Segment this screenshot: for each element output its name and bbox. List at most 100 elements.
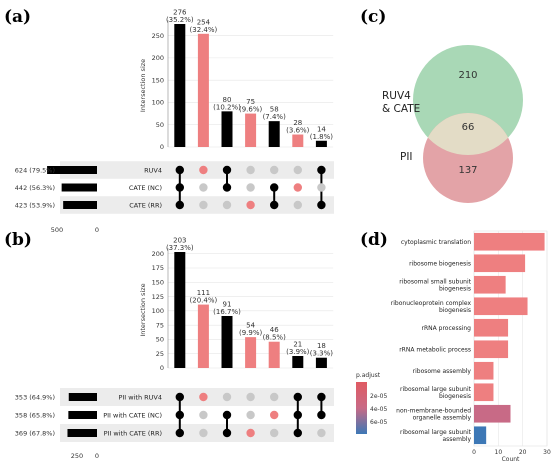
intersection-bar [197,33,209,147]
matrix-dot-active [317,410,326,420]
matrix-dot-active [222,410,232,420]
y-tick-label: 150 [152,76,164,84]
matrix-dot-inactive [246,410,255,420]
x-tick-label: 30 [543,449,551,456]
matrix-dot-inactive [270,428,279,438]
go-term-label: ribosomal large subunit [400,386,472,393]
go-term-label: biogenesis [439,307,471,314]
set-size-bar [61,183,97,192]
set-name-label: CATE (NC) [129,184,162,192]
x-tick-label: 20 [519,449,527,456]
matrix-dot-inactive [199,183,208,192]
x-axis-title: Count [502,456,520,461]
go-term-label: ribosomal small subunit [399,278,471,285]
panel-label-a: (a) [4,7,31,27]
bar-percent-label: (35.2%) [166,16,194,24]
bar-percent-label: (3.9%) [286,348,310,356]
go-term-label: ribosome biogenesis [409,260,471,267]
set-axis-tick: 500 [51,226,63,234]
panel-label-b: (b) [4,230,32,250]
set-name-label: CATE (RR) [129,201,162,209]
bar-count-label: 276 [173,9,187,17]
set-size-bar [67,429,97,437]
set-name-label: PII with CATE (NC) [103,411,162,419]
bar-count-label: 14 [317,125,326,133]
bar-count-label: 28 [293,119,302,127]
y-axis-title: Intersection size [139,283,147,336]
venn-set-label-first: RUV4 [382,90,411,102]
matrix-dot-inactive [199,200,208,210]
bar-percent-label: (3.3%) [310,350,334,358]
venn-count-overlap: 66 [462,122,475,133]
matrix-dot-active [175,165,184,175]
go-term-label: biogenesis [439,285,471,292]
y-axis-title: Intersection size [139,59,147,112]
matrix-dot-active [270,410,279,420]
matrix-dot-active [270,200,279,210]
bar-count-label: 91 [223,301,232,309]
matrix-dot-active [199,392,208,402]
y-tick-label: 25 [156,350,164,358]
matrix-dot-inactive [199,410,208,420]
matrix-dot-active [317,165,326,175]
go-term-label: rRNA processing [422,325,472,332]
go-term-label: non-membrane-bounded [396,407,471,414]
bar-count-label: 46 [270,326,279,334]
matrix-dot-active [175,410,184,420]
bar-percent-label: (16.7%) [213,308,241,316]
y-tick-label: 100 [152,99,164,107]
go-enrichment-bar-chart-d: 0 10 20 30 Count cytoplasmic translation ribos… [356,230,551,461]
bar-percent-label: (9.9%) [239,329,263,337]
venn-diagram-c: 210 66 137 RUV4& CATE PII [382,45,523,203]
matrix-dot-inactive [246,392,255,402]
y-tick-label: 50 [156,121,164,129]
bar-percent-label: (20.4%) [190,297,218,305]
panel-label-d: (d) [360,230,388,250]
matrix-row-stripe [60,388,334,406]
bar-percent-label: (37.3%) [166,244,194,252]
bar-count-label: 80 [223,96,232,104]
y-tick-label: 150 [152,278,164,286]
y-tick-label: 0 [160,364,164,372]
intersection-bar [315,357,327,368]
matrix-row-stripe [60,196,334,214]
matrix-dot-inactive [293,200,302,210]
legend-tick-label: 2e-05 [370,393,387,400]
y-tick-label: 125 [152,293,164,301]
go-term-label: ribonucleoprotein complex [391,300,472,307]
matrix-dot-inactive [317,183,326,192]
matrix-dot-active [222,428,232,438]
matrix-dot-active [175,428,184,438]
intersection-bar [197,304,209,368]
go-term-label: cytoplasmic translation [401,239,471,246]
go-term-bar [474,275,506,294]
go-term-bar [474,318,509,337]
matrix-dot-inactive [222,392,232,402]
go-term-bar [474,404,511,423]
y-tick-label: 0 [160,143,164,151]
bar-count-label: 203 [173,237,186,245]
x-tick-label: 10 [495,449,503,456]
bar-percent-label: (8.5%) [263,334,287,342]
matrix-dot-active [317,392,326,402]
bar-count-label: 58 [270,106,279,114]
bar-count-label: 54 [246,322,255,330]
matrix-dot-inactive [246,165,255,175]
bar-percent-label: (10.2%) [213,103,241,111]
matrix-dot-active [293,410,302,420]
matrix-dot-inactive [222,200,232,210]
upset-plot-a: 0 50 100 150 200 250 Intersection size 276(35.2… [15,9,334,234]
matrix-dot-active [199,165,208,175]
y-tick-label: 200 [152,54,164,62]
legend-tick-label: 6e-05 [370,419,387,426]
matrix-dot-active [246,428,255,438]
matrix-dot-active [175,200,184,210]
matrix-dot-inactive [270,392,279,402]
go-term-bar [474,340,509,359]
bar-count-label: 111 [197,289,210,297]
bar-percent-label: (9.6%) [239,106,263,114]
venn-overlap-region [423,113,513,155]
set-size-bar [68,411,97,419]
y-tick-label: 250 [152,32,164,40]
